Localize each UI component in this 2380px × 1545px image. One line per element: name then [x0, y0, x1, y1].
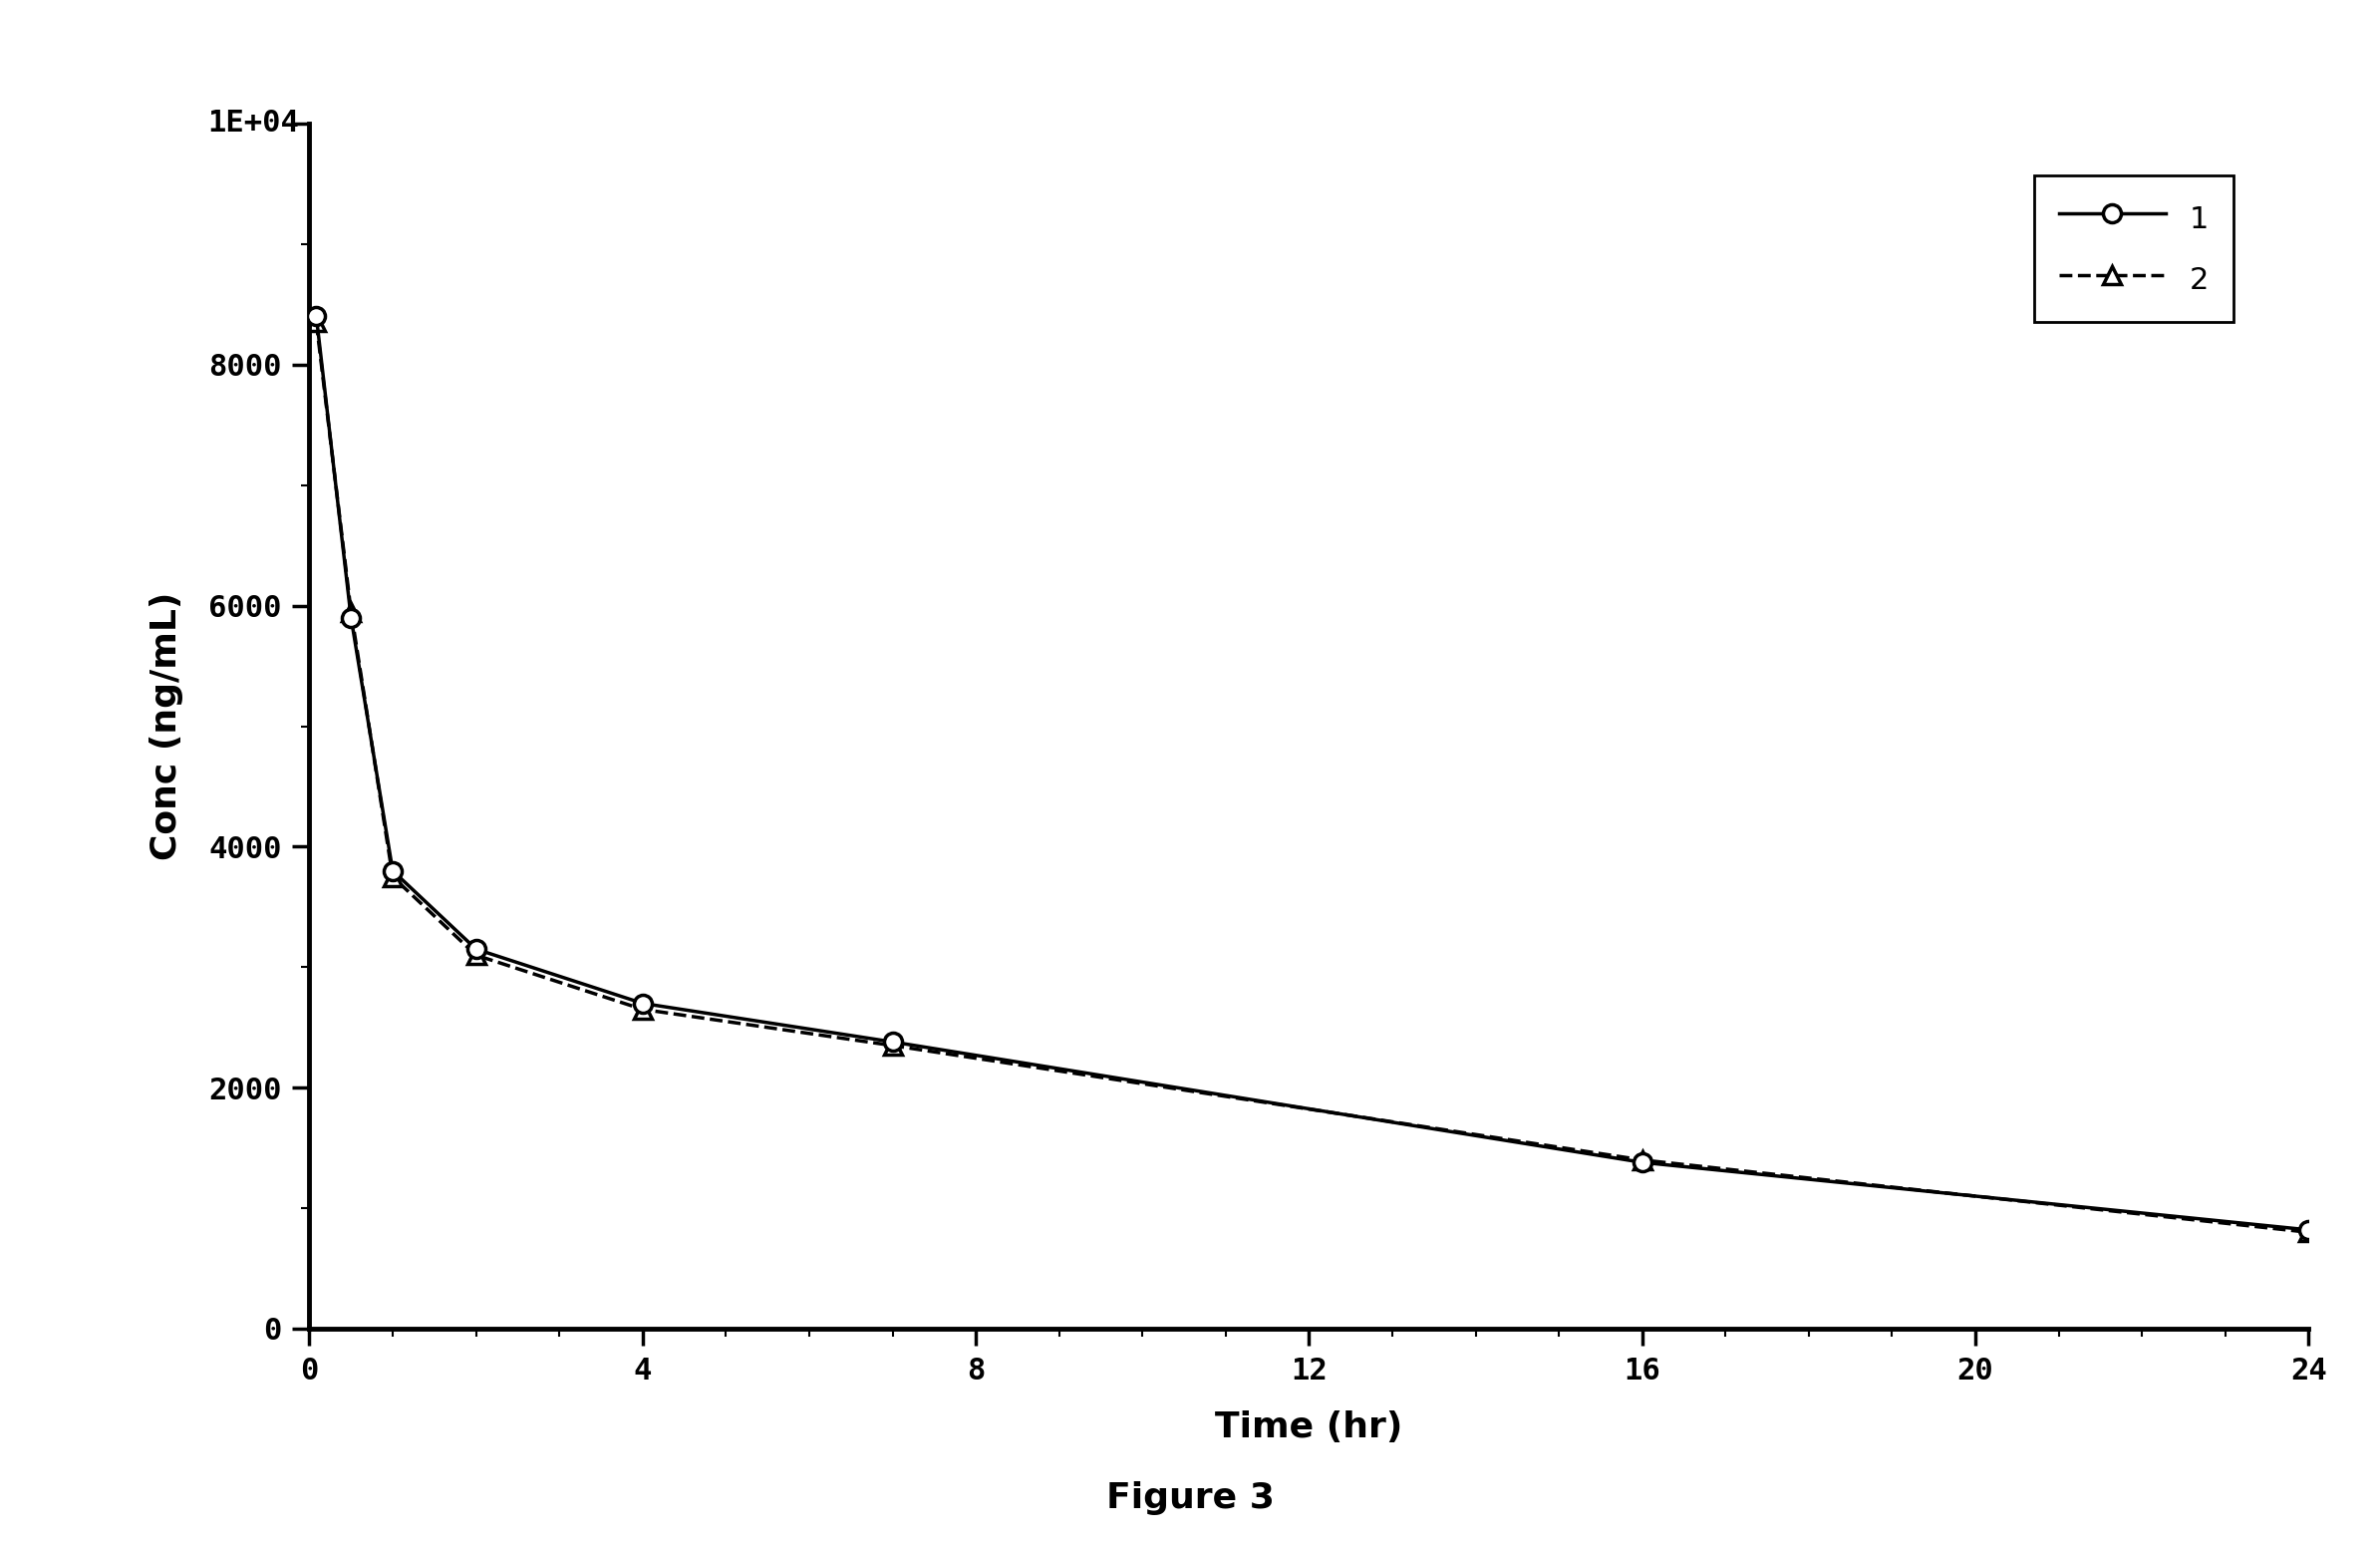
Legend: 1, 2: 1, 2	[2035, 175, 2232, 323]
2	[1628, 1151, 1656, 1170]
1	[338, 609, 367, 627]
Text: 1E+04: 1E+04	[207, 110, 300, 138]
Y-axis label: Conc (ng/mL): Conc (ng/mL)	[150, 592, 183, 861]
2	[338, 603, 367, 621]
2	[2294, 1224, 2323, 1242]
Text: Figure 3: Figure 3	[1107, 1482, 1273, 1516]
1	[2294, 1221, 2323, 1239]
1	[302, 307, 331, 326]
2	[462, 946, 490, 964]
Line: 1: 1	[307, 307, 2318, 1239]
1	[378, 862, 407, 881]
2	[878, 1037, 907, 1055]
1	[1628, 1153, 1656, 1171]
X-axis label: Time (hr): Time (hr)	[1216, 1411, 1402, 1445]
1	[878, 1032, 907, 1051]
2	[302, 314, 331, 332]
1	[628, 993, 657, 1012]
2	[628, 1000, 657, 1018]
1	[462, 939, 490, 958]
Line: 2: 2	[307, 314, 2318, 1241]
2	[378, 868, 407, 887]
